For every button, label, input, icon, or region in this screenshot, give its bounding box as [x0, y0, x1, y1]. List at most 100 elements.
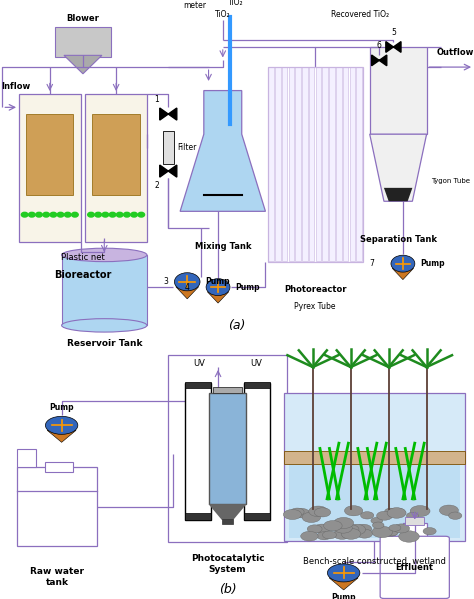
Circle shape — [95, 212, 101, 217]
Circle shape — [328, 564, 360, 582]
Circle shape — [324, 521, 342, 531]
Text: Effluent: Effluent — [396, 563, 434, 572]
Circle shape — [283, 510, 301, 519]
FancyBboxPatch shape — [92, 114, 140, 195]
Circle shape — [334, 523, 352, 533]
Text: 7: 7 — [370, 259, 374, 268]
Text: Filter: Filter — [178, 143, 197, 152]
FancyBboxPatch shape — [268, 68, 274, 261]
Text: pH
meter: pH meter — [183, 0, 206, 10]
Polygon shape — [180, 90, 265, 211]
Circle shape — [302, 512, 320, 522]
FancyBboxPatch shape — [209, 394, 246, 504]
Text: TiO₂: TiO₂ — [215, 10, 230, 19]
Text: Separation Tank: Separation Tank — [360, 235, 437, 244]
Circle shape — [124, 212, 130, 217]
Circle shape — [309, 506, 328, 516]
Circle shape — [439, 505, 458, 516]
Circle shape — [131, 212, 137, 217]
Circle shape — [314, 508, 331, 517]
Circle shape — [389, 525, 401, 531]
FancyBboxPatch shape — [329, 68, 335, 261]
Text: Bioreactor: Bioreactor — [54, 270, 112, 280]
Text: Inflow: Inflow — [1, 81, 31, 90]
FancyBboxPatch shape — [185, 382, 211, 388]
Text: 2: 2 — [154, 181, 159, 190]
Circle shape — [50, 212, 57, 217]
FancyBboxPatch shape — [282, 68, 287, 261]
FancyBboxPatch shape — [244, 513, 270, 520]
Circle shape — [109, 212, 116, 217]
FancyBboxPatch shape — [295, 68, 301, 261]
Text: Pump: Pump — [331, 593, 356, 599]
Text: Pyrex Tube: Pyrex Tube — [294, 302, 336, 311]
Text: Reservoir Tank: Reservoir Tank — [66, 339, 142, 348]
FancyBboxPatch shape — [185, 383, 211, 520]
Circle shape — [43, 212, 49, 217]
Polygon shape — [370, 134, 427, 201]
Circle shape — [386, 529, 398, 536]
Polygon shape — [372, 55, 387, 66]
Circle shape — [387, 508, 406, 518]
FancyBboxPatch shape — [213, 387, 242, 394]
FancyBboxPatch shape — [289, 462, 460, 539]
Circle shape — [333, 530, 351, 539]
Text: 4: 4 — [185, 283, 190, 292]
FancyBboxPatch shape — [275, 68, 281, 261]
Circle shape — [174, 273, 200, 291]
Circle shape — [46, 416, 78, 434]
FancyBboxPatch shape — [185, 513, 211, 520]
Circle shape — [342, 525, 359, 534]
Circle shape — [21, 212, 28, 217]
Circle shape — [301, 531, 318, 541]
Text: Bench-scale constructed  wetland: Bench-scale constructed wetland — [303, 557, 446, 566]
Polygon shape — [384, 188, 412, 201]
Ellipse shape — [62, 319, 147, 332]
Circle shape — [290, 508, 304, 516]
Circle shape — [57, 212, 64, 217]
Text: UV: UV — [250, 359, 262, 368]
FancyBboxPatch shape — [322, 68, 328, 261]
FancyBboxPatch shape — [19, 94, 81, 241]
Polygon shape — [64, 55, 102, 74]
Circle shape — [448, 512, 462, 519]
FancyBboxPatch shape — [17, 467, 97, 546]
Text: Mixing Tank: Mixing Tank — [194, 241, 251, 250]
Circle shape — [117, 212, 123, 217]
FancyBboxPatch shape — [370, 47, 427, 134]
Circle shape — [356, 530, 373, 538]
FancyBboxPatch shape — [289, 68, 294, 261]
FancyBboxPatch shape — [405, 518, 424, 525]
Polygon shape — [160, 108, 177, 120]
Circle shape — [36, 212, 42, 217]
Text: Photocatalytic
System: Photocatalytic System — [191, 554, 264, 574]
Circle shape — [307, 525, 322, 533]
FancyBboxPatch shape — [343, 68, 348, 261]
Circle shape — [309, 512, 321, 518]
Text: Outflow: Outflow — [437, 48, 474, 57]
Circle shape — [384, 529, 397, 536]
Circle shape — [373, 522, 384, 528]
Circle shape — [346, 524, 365, 535]
Circle shape — [372, 527, 392, 538]
Polygon shape — [208, 292, 228, 303]
Circle shape — [393, 524, 410, 533]
Circle shape — [371, 518, 383, 524]
Polygon shape — [209, 504, 246, 520]
Text: 5: 5 — [391, 28, 396, 37]
Circle shape — [88, 212, 94, 217]
Circle shape — [322, 531, 337, 539]
FancyBboxPatch shape — [403, 522, 427, 541]
Polygon shape — [329, 578, 358, 590]
Circle shape — [355, 524, 372, 534]
FancyBboxPatch shape — [316, 68, 321, 261]
Circle shape — [102, 212, 109, 217]
Text: Pump: Pump — [235, 283, 260, 292]
Text: 1: 1 — [154, 95, 159, 104]
Circle shape — [399, 531, 419, 542]
Circle shape — [317, 532, 331, 540]
FancyBboxPatch shape — [349, 68, 355, 261]
FancyBboxPatch shape — [222, 519, 233, 524]
Circle shape — [423, 528, 436, 535]
Text: TiO₂: TiO₂ — [228, 0, 243, 7]
